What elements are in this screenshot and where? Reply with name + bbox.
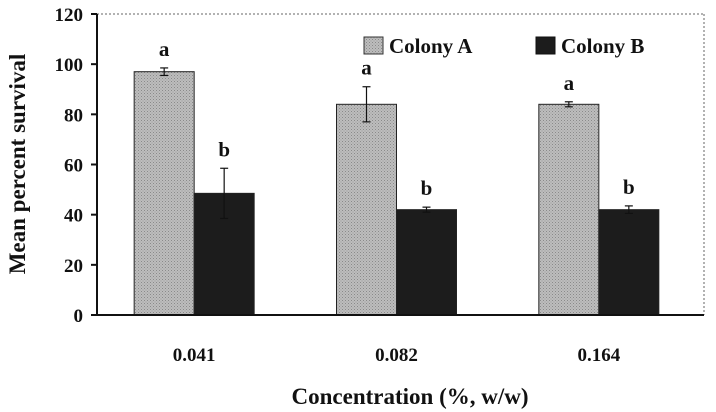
y-tick-label: 80	[64, 105, 83, 126]
bar-colony-b	[598, 209, 660, 316]
error-bars-group	[160, 67, 633, 220]
legend-swatch-colony-b	[535, 36, 556, 55]
y-tick-label: 100	[55, 55, 84, 76]
y-tick-label: 20	[64, 256, 83, 277]
bar-colony-b	[396, 209, 457, 316]
significance-label: a	[159, 37, 170, 61]
legend-label-colony-b: Colony B	[561, 34, 644, 58]
bar-colony-a	[133, 71, 195, 316]
significance-label: b	[623, 175, 635, 199]
significance-label: a	[361, 56, 372, 80]
x-tick-label: 0.082	[375, 345, 418, 366]
significance-label: b	[218, 137, 230, 161]
y-axis-ticks: 0 20 40 60 80 100 120	[55, 5, 97, 327]
y-tick-label: 40	[64, 206, 83, 227]
bar-colony-a	[538, 103, 600, 316]
bar-colony-a	[336, 103, 397, 316]
y-axis-title: Mean percent survival	[5, 54, 30, 275]
legend: Colony A Colony B	[363, 34, 644, 58]
x-axis-title: Concentration (%, w/w)	[292, 384, 529, 409]
plot-frame	[97, 13, 705, 315]
x-tick-label: 0.164	[577, 345, 620, 366]
legend-swatch-colony-a	[363, 36, 384, 55]
y-tick-label: 60	[64, 156, 83, 177]
bars-group	[133, 71, 660, 316]
x-tick-label: 0.041	[173, 345, 216, 366]
y-tick-label: 120	[55, 5, 84, 26]
significance-label: a	[564, 71, 575, 95]
significance-labels-group: a b a b a b	[159, 37, 635, 200]
x-axis-ticks: 0.041 0.082 0.164	[173, 345, 621, 366]
legend-label-colony-a: Colony A	[389, 34, 473, 58]
y-tick-label: 0	[74, 306, 84, 327]
significance-label: b	[421, 176, 433, 200]
